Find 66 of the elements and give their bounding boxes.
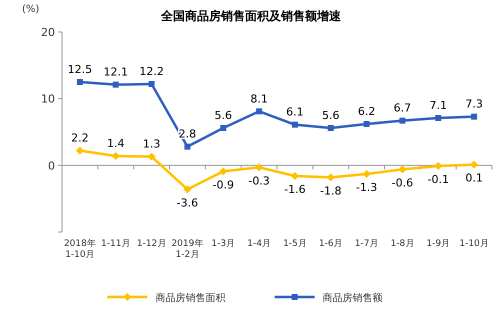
point [398,165,406,174]
x-tick-label: 1-3月 [211,239,236,249]
data-label: 1.3 [142,138,160,151]
data-label: -1.3 [356,181,378,194]
point [184,144,190,150]
point [470,160,478,169]
data-label: -0.6 [392,176,414,190]
point [256,108,262,114]
x-tick-label: 1-7月 [354,239,378,249]
data-label: 6.7 [394,102,412,115]
x-tick-label: 1-12月 [136,239,166,249]
data-label: 7.3 [465,98,483,111]
y-tick-label: 10 [41,92,55,106]
x-tick-label: 1-4月 [247,239,271,249]
data-label: 12.1 [104,66,128,79]
point [362,170,371,178]
y-tick-label: 0 [48,159,55,172]
point [148,81,155,87]
point [112,152,120,160]
point [290,172,299,180]
x-tick-label: 2018年 1-10月 [64,238,96,260]
data-label: 2.2 [71,132,89,145]
point [328,125,334,131]
y-axis-title: (%) [22,4,40,15]
x-tick-label: 1-8月 [390,239,414,249]
x-tick-label: 1-6月 [318,239,343,249]
data-label: 12.2 [139,65,164,78]
data-label: -1.8 [320,184,342,198]
chart-title: 全国商品房销售面积及销售额增速 [160,9,342,23]
data-label: 6.1 [286,106,304,119]
data-label: -0.3 [248,174,270,188]
point [471,114,478,120]
data-label: 0.1 [465,172,483,185]
point [435,115,442,121]
data-label: 5.6 [214,109,232,122]
y-tick-label: 20 [41,26,55,39]
data-label: -0.1 [428,173,449,186]
point [434,162,442,170]
x-tick-label: 1-11月 [101,239,130,249]
x-tick-label: 1-9月 [426,239,450,249]
data-label: 6.2 [358,105,376,118]
data-label: -0.9 [212,178,234,192]
data-label: 1.4 [107,137,124,150]
point [76,146,84,155]
point [183,185,192,194]
point [220,125,226,131]
data-label: 5.6 [322,109,340,122]
legend-label: 商品房销售额 [322,292,383,304]
data-label: -3.6 [176,196,198,210]
x-tick-label: 1-5月 [283,239,307,249]
data-label: -1.6 [284,183,306,196]
point [399,118,406,124]
point [255,163,264,172]
point [292,122,298,128]
data-label: 7.1 [430,99,447,112]
x-tick-label: 1-10月 [459,239,489,249]
data-label: 12.5 [68,63,92,76]
point [76,79,83,85]
legend-label: 商品房销售面积 [155,292,226,304]
x-tick-label: 2019年 1-2月 [171,238,204,260]
point [219,167,228,176]
point [112,82,119,88]
point [148,152,156,161]
data-label: 8.1 [250,92,268,106]
point [326,173,335,182]
point [364,121,370,127]
